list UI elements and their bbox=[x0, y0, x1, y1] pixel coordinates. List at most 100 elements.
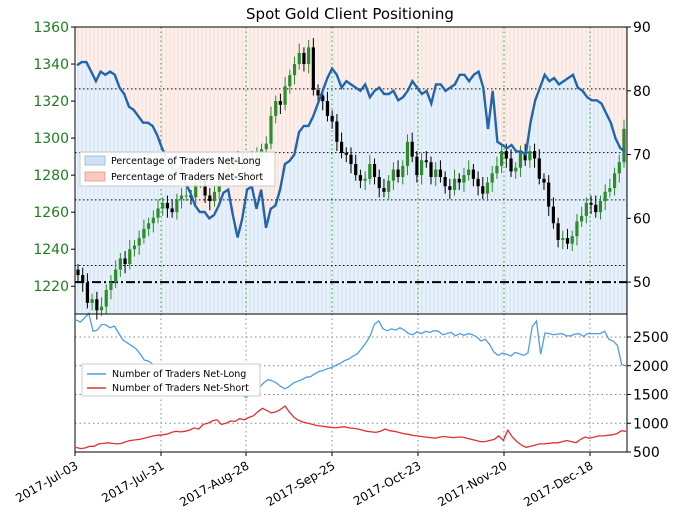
top-gridlines bbox=[160, 27, 591, 314]
candle-body bbox=[584, 202, 588, 216]
candle-body bbox=[274, 101, 278, 116]
candle-body bbox=[387, 180, 391, 192]
candle-body bbox=[335, 121, 339, 142]
net-short-count-line bbox=[75, 405, 627, 450]
candle-body bbox=[203, 178, 207, 196]
candle-body bbox=[137, 238, 141, 246]
candle-body bbox=[598, 201, 603, 213]
candle-body bbox=[307, 47, 311, 65]
candle-body bbox=[570, 236, 574, 244]
candle-body bbox=[104, 289, 108, 307]
date-tick-label: 2017-Nov-20 bbox=[435, 458, 509, 509]
candle-body bbox=[151, 217, 155, 224]
candle-body bbox=[264, 143, 268, 150]
date-axis-ticks: 2017-Jul-03 2017-Jul-31 2017-Aug-28 2017-Se… bbox=[13, 452, 596, 509]
candle-body bbox=[90, 299, 94, 303]
candle-body bbox=[561, 238, 565, 240]
count-tick-label: 500 bbox=[633, 445, 660, 461]
candle-body bbox=[542, 178, 546, 183]
candle-body bbox=[344, 152, 348, 155]
chart-title: Spot Gold Client Positioning bbox=[246, 5, 454, 23]
candle-body bbox=[358, 175, 363, 181]
candle-body bbox=[184, 195, 188, 197]
candle-body bbox=[429, 162, 433, 177]
candle-body bbox=[142, 228, 146, 239]
candle-body bbox=[128, 249, 132, 265]
trader-count-axis-ticks: 500 1000 1500 2000 2500 bbox=[627, 330, 669, 461]
candle-body bbox=[132, 245, 137, 250]
count-tick-label: 1500 bbox=[633, 388, 669, 404]
candle-body bbox=[448, 186, 452, 190]
price-tick-label: 1220 bbox=[33, 279, 69, 295]
bottom-panel: 500 1000 1500 2000 2500 Number of Traders Ne… bbox=[74, 312, 669, 461]
legend-label-count-net-short: Number of Traders Net-Short bbox=[112, 383, 249, 394]
candle-body bbox=[420, 160, 424, 176]
price-tick-label: 1280 bbox=[33, 168, 69, 184]
candle-body bbox=[81, 275, 85, 283]
date-tick-label: 2017-Dec-18 bbox=[521, 458, 595, 509]
legend-label-count-net-long: Number of Traders Net-Long bbox=[112, 369, 246, 380]
candle-body bbox=[528, 151, 532, 161]
price-tick-label: 1240 bbox=[33, 242, 69, 258]
candle-body bbox=[194, 182, 198, 198]
bottom-legend-box bbox=[81, 363, 261, 397]
candle-body bbox=[330, 115, 334, 122]
candle-body bbox=[161, 202, 165, 209]
legend-swatch-net-long bbox=[84, 155, 106, 166]
candle-body bbox=[612, 173, 617, 189]
candle-body bbox=[170, 208, 174, 213]
percentage-tick-label: 90 bbox=[633, 20, 651, 36]
candle-body bbox=[76, 269, 80, 276]
candle-body bbox=[405, 141, 410, 166]
candle-body bbox=[504, 151, 508, 159]
candle-body bbox=[452, 178, 457, 190]
candle-body bbox=[537, 158, 541, 179]
candle-body bbox=[302, 52, 306, 65]
candle-body bbox=[580, 215, 584, 222]
candle-body bbox=[372, 164, 377, 177]
candle-body bbox=[608, 188, 612, 192]
candle-body bbox=[523, 152, 527, 161]
candle-body bbox=[438, 169, 443, 177]
candle-body bbox=[123, 258, 127, 265]
candle-body bbox=[269, 115, 273, 144]
candle-body bbox=[316, 89, 320, 96]
candle-body bbox=[443, 176, 447, 187]
candle-body bbox=[382, 188, 386, 192]
candle-body bbox=[349, 154, 353, 165]
candle-body bbox=[410, 141, 414, 157]
candle-body bbox=[532, 151, 537, 159]
candle-body bbox=[311, 47, 315, 90]
candle-body bbox=[509, 158, 513, 172]
candle-body bbox=[518, 152, 523, 168]
candle-body bbox=[551, 206, 555, 224]
candle-body bbox=[283, 86, 287, 105]
candle-body bbox=[556, 223, 560, 240]
candle-body bbox=[114, 269, 118, 283]
candle-body bbox=[424, 160, 428, 163]
percentage-tick-label: 60 bbox=[633, 211, 651, 227]
candle-body bbox=[500, 151, 504, 166]
candle-body bbox=[354, 164, 358, 176]
candle-body bbox=[485, 182, 490, 194]
price-tick-label: 1320 bbox=[33, 94, 69, 110]
candle-body bbox=[495, 165, 499, 174]
date-tick-label: 2017-Jul-03 bbox=[13, 458, 80, 505]
candle-body bbox=[212, 191, 217, 202]
candle-body bbox=[156, 208, 160, 218]
candle-body bbox=[297, 52, 301, 65]
percentage-tick-label: 80 bbox=[633, 84, 651, 100]
candle-body bbox=[368, 164, 372, 179]
price-axis-ticks: 1220 1240 1260 1280 1300 1320 1340 1360 bbox=[33, 20, 75, 295]
candle-body bbox=[401, 165, 405, 177]
legend-swatch-net-short bbox=[84, 171, 106, 182]
candle-body bbox=[339, 141, 344, 153]
candle-body bbox=[321, 95, 325, 102]
candle-body bbox=[208, 195, 212, 202]
date-tick-label: 2017-Oct-23 bbox=[351, 458, 423, 508]
candle-body bbox=[377, 176, 381, 189]
candle-body bbox=[288, 75, 292, 87]
candle-body bbox=[292, 64, 297, 76]
candle-body bbox=[617, 162, 621, 174]
